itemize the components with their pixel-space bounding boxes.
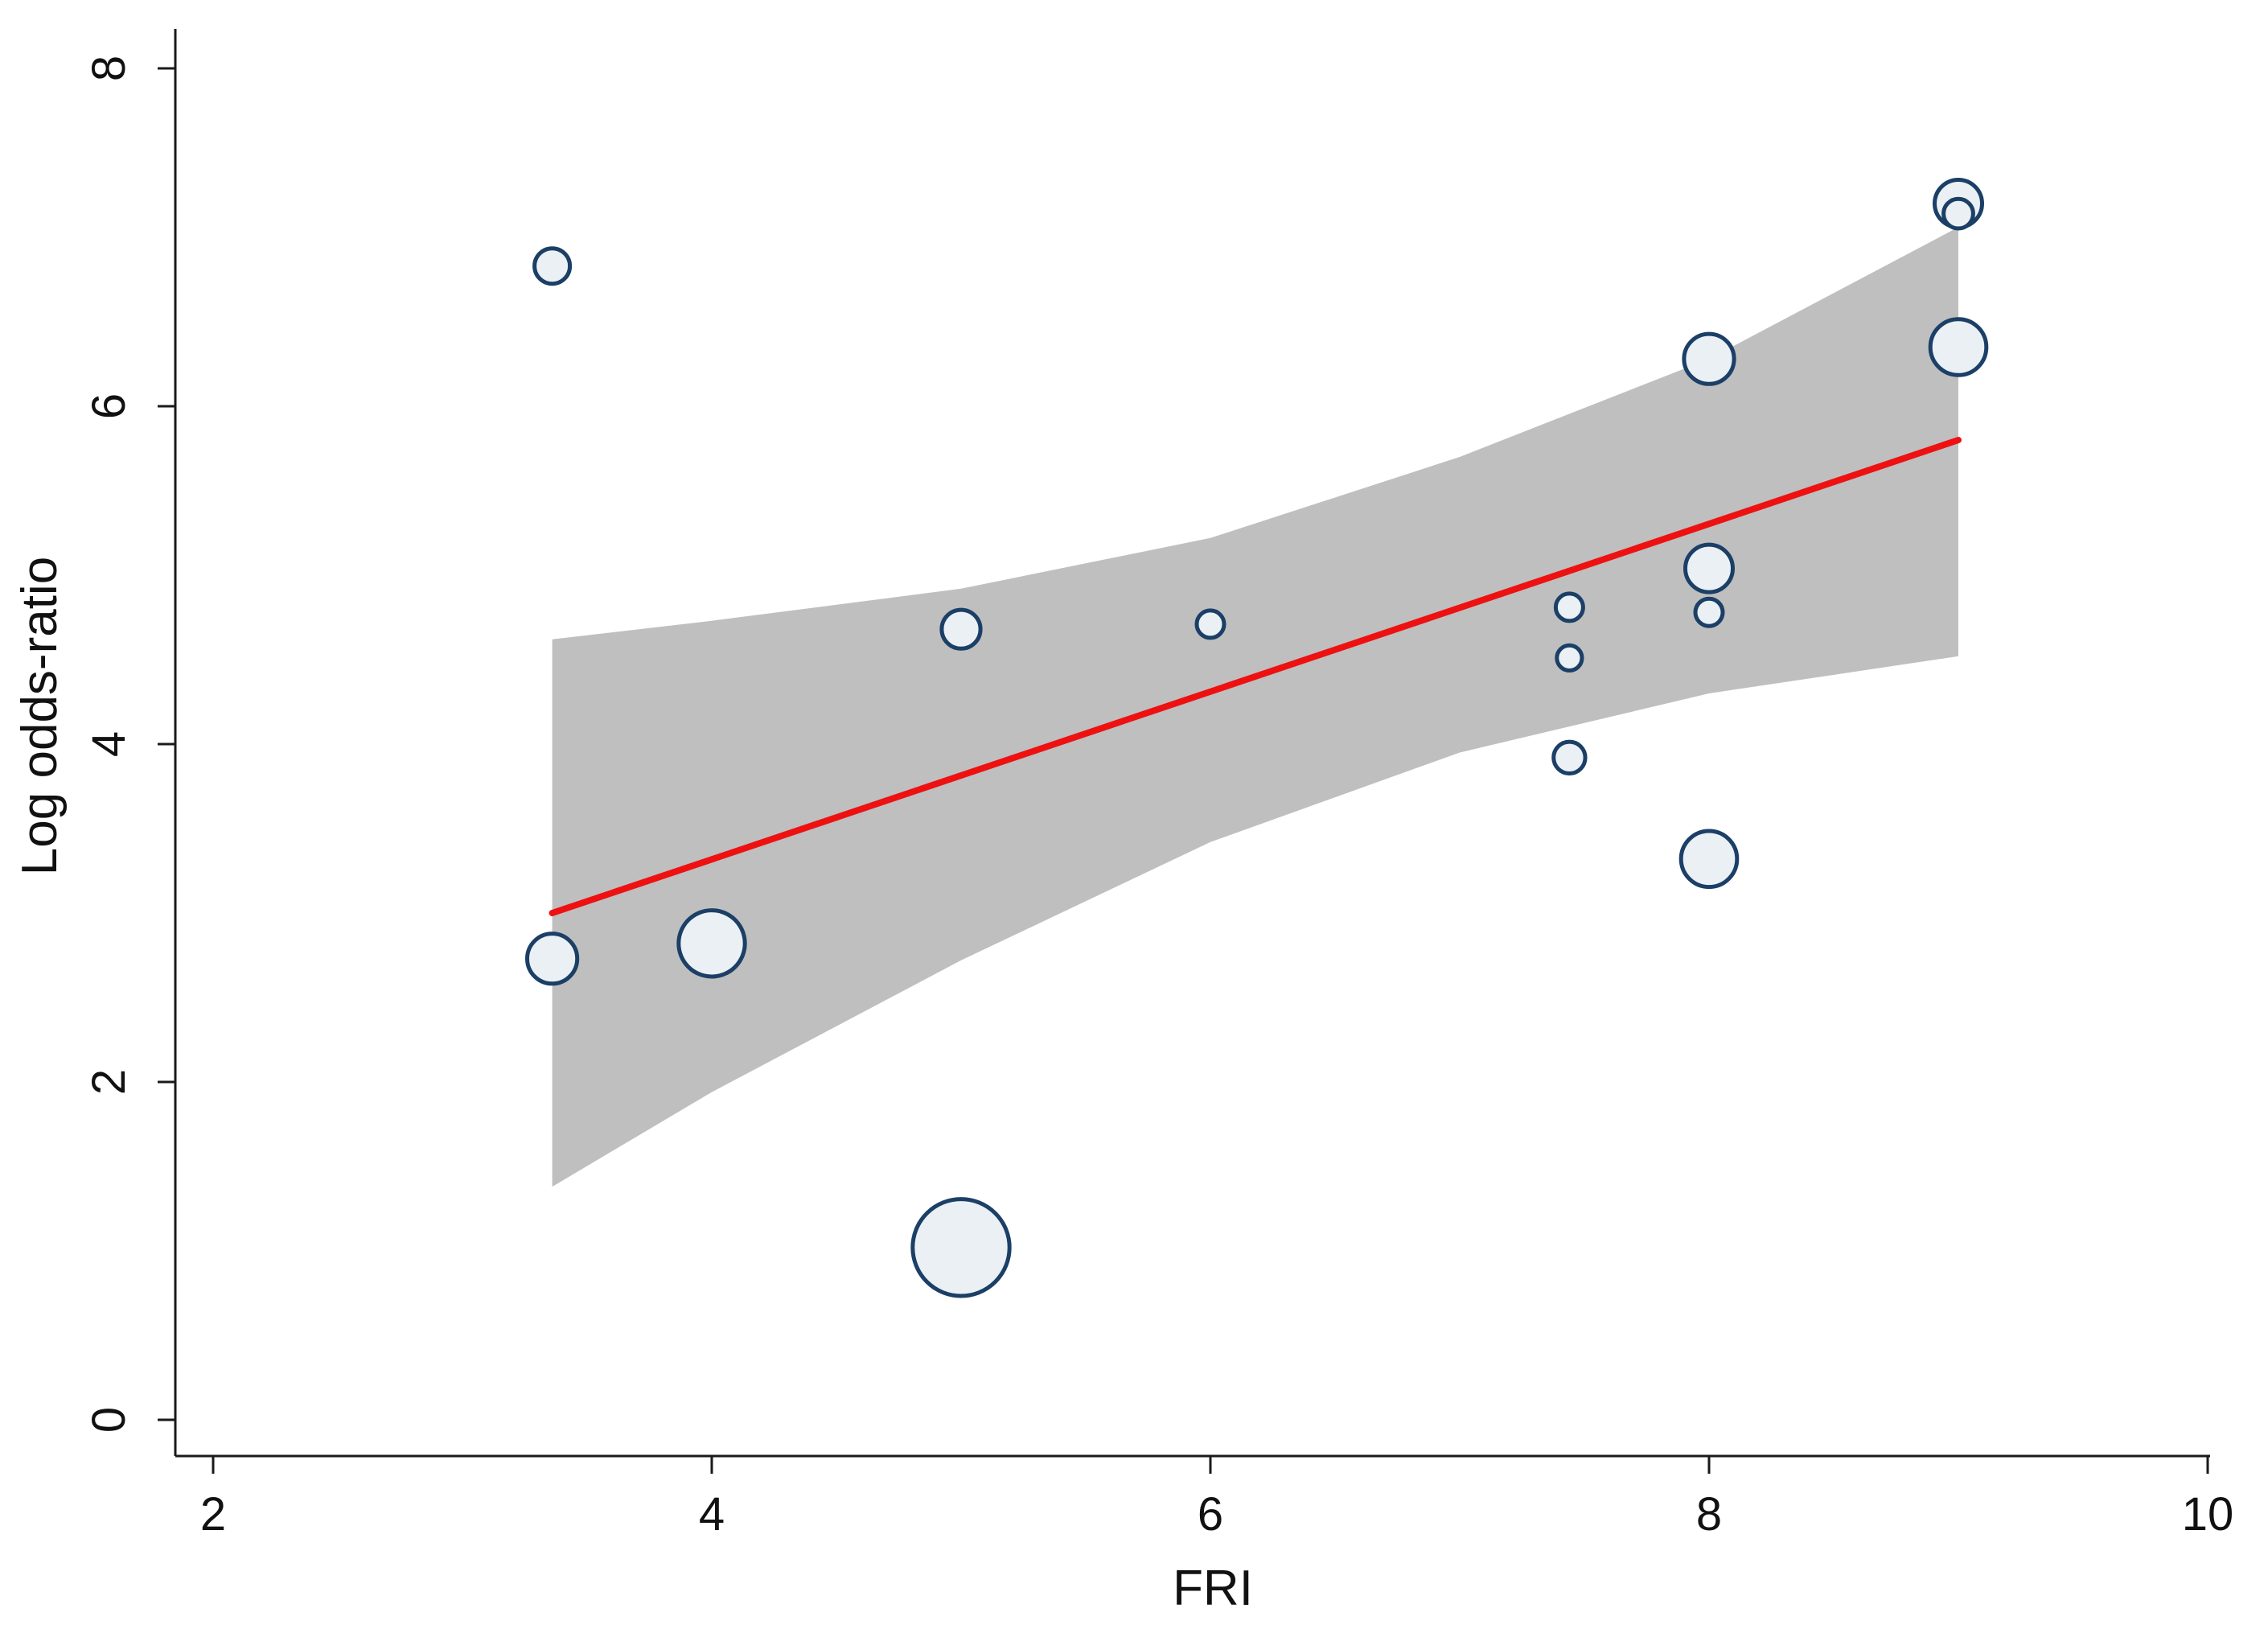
study-point-15 — [1941, 196, 1975, 231]
study-point-16 — [1928, 317, 1989, 377]
study-point-5 — [910, 1197, 1012, 1298]
confidence-band — [552, 227, 1958, 1187]
y-tick-label-4: 4 — [83, 731, 135, 757]
regression-line — [549, 437, 1962, 916]
x-tick-label-8: 8 — [1696, 1488, 1722, 1540]
y-tick-label-6: 6 — [83, 393, 135, 419]
x-tick-label-6: 6 — [1198, 1488, 1223, 1540]
axes: 2 4 6 8 10 0 2 4 6 8 FRI Log odds-ratio — [12, 29, 2233, 1616]
study-points-layer — [525, 178, 1989, 1298]
x-tick-label-10: 10 — [2182, 1488, 2234, 1540]
study-point-12 — [1693, 596, 1725, 628]
study-point-10 — [1682, 331, 1736, 386]
x-axis-title: FRI — [1173, 1561, 1253, 1616]
x-axis-ticks: 2 4 6 8 10 — [200, 1456, 2233, 1540]
y-tick-label-0: 0 — [83, 1407, 135, 1433]
study-point-9 — [1551, 739, 1588, 775]
study-point-8 — [1555, 643, 1584, 673]
y-tick-label-8: 8 — [83, 56, 135, 81]
study-point-13 — [1678, 829, 1740, 890]
study-point-7 — [1553, 591, 1585, 623]
study-point-2 — [525, 932, 580, 986]
study-point-1 — [532, 246, 573, 286]
regression-line-layer — [549, 437, 1962, 916]
y-axis-ticks: 0 2 4 6 8 — [83, 56, 175, 1433]
confidence-band-layer — [552, 227, 1958, 1187]
study-point-4 — [939, 607, 983, 651]
study-point-6 — [1194, 608, 1226, 640]
x-tick-label-4: 4 — [699, 1488, 725, 1540]
x-tick-label-2: 2 — [200, 1488, 226, 1540]
study-point-3 — [676, 908, 747, 979]
study-point-11 — [1683, 542, 1735, 594]
y-tick-label-2: 2 — [83, 1069, 135, 1095]
y-axis-title: Log odds-ratio — [12, 557, 68, 875]
